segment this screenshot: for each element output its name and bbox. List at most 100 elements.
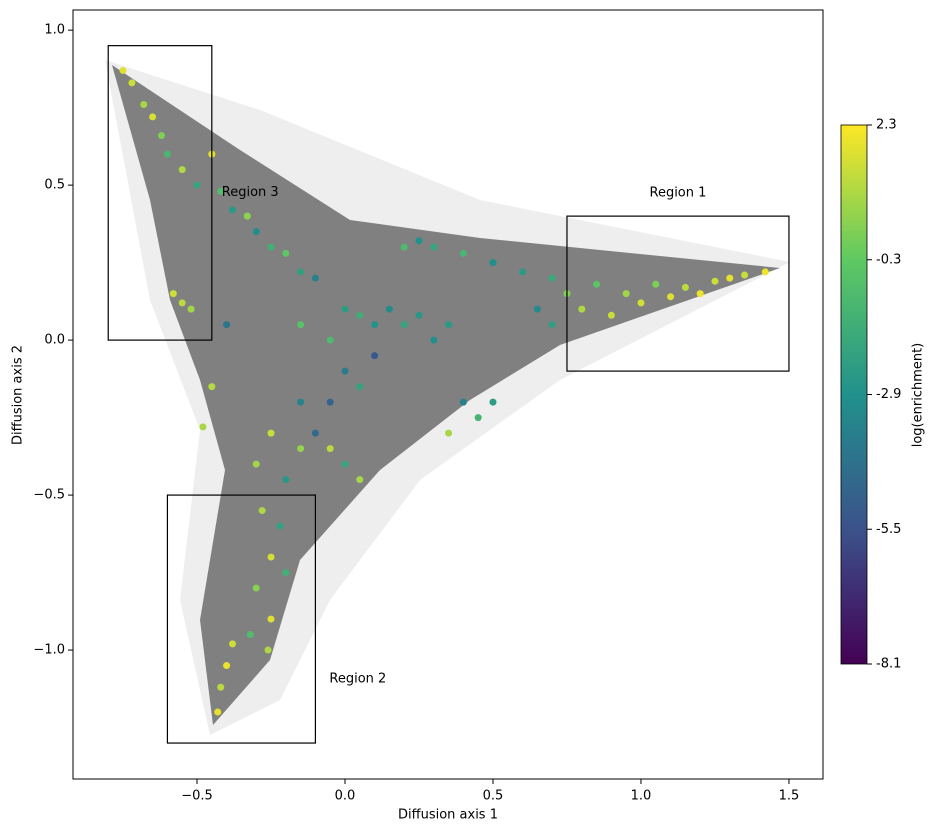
point <box>199 423 207 431</box>
point <box>163 150 171 158</box>
point <box>622 290 630 298</box>
point <box>149 113 157 121</box>
point <box>489 259 497 267</box>
point <box>208 383 216 391</box>
point <box>681 283 689 291</box>
point <box>400 321 408 329</box>
point <box>726 274 734 282</box>
y-tick-label: 0.5 <box>44 178 65 193</box>
colorbar-tick-label: -2.9 <box>876 387 901 402</box>
point <box>264 646 272 654</box>
region-box <box>107 45 213 341</box>
point <box>667 293 675 301</box>
point <box>276 522 284 530</box>
colorbar-tick-label: -0.3 <box>876 252 901 267</box>
y-axis-label: Diffusion axis 2 <box>11 345 26 445</box>
point <box>246 631 254 639</box>
point <box>415 237 423 245</box>
point <box>519 268 527 276</box>
point <box>548 321 556 329</box>
point <box>267 243 275 251</box>
point <box>297 321 305 329</box>
point <box>119 66 127 74</box>
point <box>214 708 222 716</box>
x-tick-label: 0.0 <box>335 789 356 804</box>
point <box>267 615 275 623</box>
point <box>252 584 260 592</box>
point <box>187 305 195 313</box>
point <box>548 274 556 282</box>
point <box>696 290 704 298</box>
point <box>157 132 165 140</box>
point <box>459 249 467 257</box>
point <box>652 280 660 288</box>
colorbar-tick-label: 2.3 <box>876 118 897 133</box>
point <box>445 429 453 437</box>
point <box>341 305 349 313</box>
point <box>128 79 136 87</box>
point <box>223 321 231 329</box>
x-tick-label: 0.5 <box>483 789 504 804</box>
region-label: Region 3 <box>222 185 279 200</box>
point <box>243 212 251 220</box>
point <box>217 187 225 195</box>
point <box>267 429 275 437</box>
point <box>400 243 408 251</box>
point <box>326 336 334 344</box>
point <box>252 228 260 236</box>
colorbar <box>840 124 868 665</box>
point <box>741 271 749 279</box>
point <box>229 206 237 214</box>
y-tick-label: −0.5 <box>33 488 65 503</box>
point <box>533 305 541 313</box>
point <box>169 290 177 298</box>
point <box>282 476 290 484</box>
point <box>459 398 467 406</box>
point <box>415 311 423 319</box>
y-tick-label: 1.0 <box>44 23 65 38</box>
region-box <box>566 215 790 372</box>
point <box>258 507 266 515</box>
x-axis-label: Diffusion axis 1 <box>398 808 498 823</box>
point <box>297 398 305 406</box>
region-label: Region 1 <box>650 186 707 201</box>
y-tick-label: −1.0 <box>33 643 65 658</box>
x-tick-label: 1.0 <box>631 789 652 804</box>
point <box>474 414 482 422</box>
point <box>341 460 349 468</box>
point <box>385 305 393 313</box>
region-box <box>166 494 317 744</box>
edge-density <box>112 65 780 725</box>
point <box>140 101 148 109</box>
point <box>267 553 275 561</box>
point <box>311 429 319 437</box>
colorbar-tick-label: -5.5 <box>876 522 901 537</box>
point <box>430 336 438 344</box>
point <box>229 640 237 648</box>
point <box>217 683 225 691</box>
point <box>282 569 290 577</box>
point <box>371 321 379 329</box>
point <box>607 311 615 319</box>
point <box>761 268 769 276</box>
x-tick-label: −0.5 <box>181 789 213 804</box>
y-tick-label: 0.0 <box>44 333 65 348</box>
point <box>356 311 364 319</box>
colorbar-label: log(enrichment) <box>911 343 926 448</box>
point <box>223 662 231 670</box>
point <box>593 280 601 288</box>
point <box>430 243 438 251</box>
point <box>341 367 349 375</box>
region-label: Region 2 <box>329 672 386 687</box>
point <box>489 398 497 406</box>
point <box>282 249 290 257</box>
point <box>356 383 364 391</box>
point <box>711 277 719 285</box>
point <box>252 460 260 468</box>
point <box>297 268 305 276</box>
point <box>371 352 379 360</box>
point <box>326 445 334 453</box>
point <box>326 398 334 406</box>
point <box>193 181 201 189</box>
